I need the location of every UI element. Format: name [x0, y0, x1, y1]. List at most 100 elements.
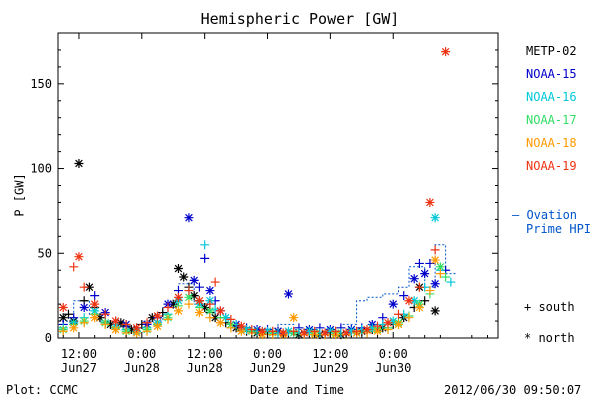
point-north — [430, 255, 440, 265]
point-north — [189, 275, 199, 285]
point-north — [236, 321, 246, 331]
point-north — [346, 326, 356, 336]
point-south — [79, 282, 89, 292]
point-north — [409, 296, 419, 306]
point-north — [58, 313, 68, 323]
point-north — [435, 262, 445, 272]
point-south — [268, 326, 278, 336]
point-south — [226, 314, 236, 324]
point-north — [320, 328, 330, 338]
point-south — [430, 245, 440, 255]
point-south — [352, 326, 362, 336]
ovation-label-line2: Prime HPI — [526, 222, 592, 236]
point-north — [84, 282, 94, 292]
point-south — [414, 282, 424, 292]
y-axis-label: P [GW] — [12, 173, 27, 217]
point-south — [446, 277, 456, 287]
point-north — [184, 213, 194, 223]
symbol-north-label: * north — [524, 331, 575, 345]
point-south — [205, 299, 215, 309]
x-tick-label-time: 0:00 — [379, 347, 408, 361]
point-north — [58, 303, 68, 312]
point-north — [242, 325, 252, 335]
point-south — [404, 313, 414, 323]
point-north — [111, 325, 121, 335]
point-south — [399, 291, 409, 301]
point-south — [194, 282, 204, 292]
point-south — [142, 326, 152, 336]
point-north — [173, 292, 183, 302]
point-south — [79, 318, 89, 328]
point-north — [132, 328, 142, 338]
point-south — [100, 319, 110, 329]
x-tick-label-date: Jun29 — [249, 361, 285, 375]
point-north — [362, 325, 372, 335]
point-north — [179, 272, 189, 282]
point-south — [200, 240, 210, 250]
point-north — [283, 289, 293, 299]
ovation-label-line1: — Ovation — [512, 208, 578, 222]
point-north — [341, 328, 351, 338]
point-north — [205, 306, 215, 316]
point-north — [210, 313, 220, 323]
point-north — [189, 291, 199, 301]
point-north — [90, 299, 100, 309]
point-north — [425, 197, 435, 207]
legend-entry: NOAA-17 — [526, 113, 577, 127]
point-north — [278, 328, 288, 338]
satellite-points — [58, 47, 456, 340]
x-tick-label-date: Jun28 — [187, 361, 223, 375]
point-north — [430, 306, 440, 316]
point-south — [163, 314, 173, 324]
point-north — [325, 326, 335, 336]
footer-timestamp: 2012/06/30 09:50:07 — [444, 383, 582, 397]
point-north — [184, 292, 194, 302]
point-north — [153, 321, 163, 331]
plot-frame — [57, 32, 499, 339]
x-tick-label-date: Jun29 — [312, 361, 348, 375]
y-tick-label: 150 — [30, 77, 52, 91]
y-tick-label: 100 — [30, 162, 52, 176]
point-south — [142, 318, 152, 328]
point-north — [105, 319, 115, 329]
symbol-south-label: + south — [524, 300, 575, 314]
point-north — [373, 326, 383, 336]
point-north — [194, 296, 204, 306]
point-south — [163, 303, 173, 312]
point-north — [367, 323, 377, 333]
x-tick-label-time: 12:00 — [187, 347, 223, 361]
point-south — [420, 296, 430, 306]
point-north — [283, 326, 293, 336]
point-north — [409, 274, 419, 284]
point-south — [69, 262, 79, 272]
point-south — [425, 258, 435, 268]
point-north — [69, 323, 79, 333]
point-north — [263, 326, 273, 336]
point-south — [58, 326, 68, 336]
point-south — [435, 269, 445, 279]
point-north — [393, 319, 403, 329]
point-south — [393, 309, 403, 319]
y-tick-label: 0 — [45, 331, 52, 345]
point-south — [121, 319, 131, 329]
x-axis-label: Date and Time — [250, 383, 344, 397]
x-tick-label-time: 0:00 — [253, 347, 282, 361]
legend-entry: NOAA-16 — [526, 90, 577, 104]
point-north — [95, 313, 105, 323]
x-tick-label-time: 12:00 — [61, 347, 97, 361]
legend-entry: METP-02 — [526, 44, 577, 58]
axes: 05010015012:00Jun270:00Jun2812:00Jun280:… — [30, 33, 498, 375]
point-south — [205, 313, 215, 323]
point-north — [116, 318, 126, 328]
point-north — [221, 313, 231, 323]
point-south — [63, 309, 73, 319]
point-south — [200, 253, 210, 263]
point-north — [414, 303, 424, 312]
legend-entry: NOAA-19 — [526, 159, 577, 173]
point-south — [373, 321, 383, 331]
point-north — [430, 213, 440, 223]
point-south — [184, 286, 194, 296]
point-north — [205, 286, 215, 296]
point-north — [168, 299, 178, 309]
